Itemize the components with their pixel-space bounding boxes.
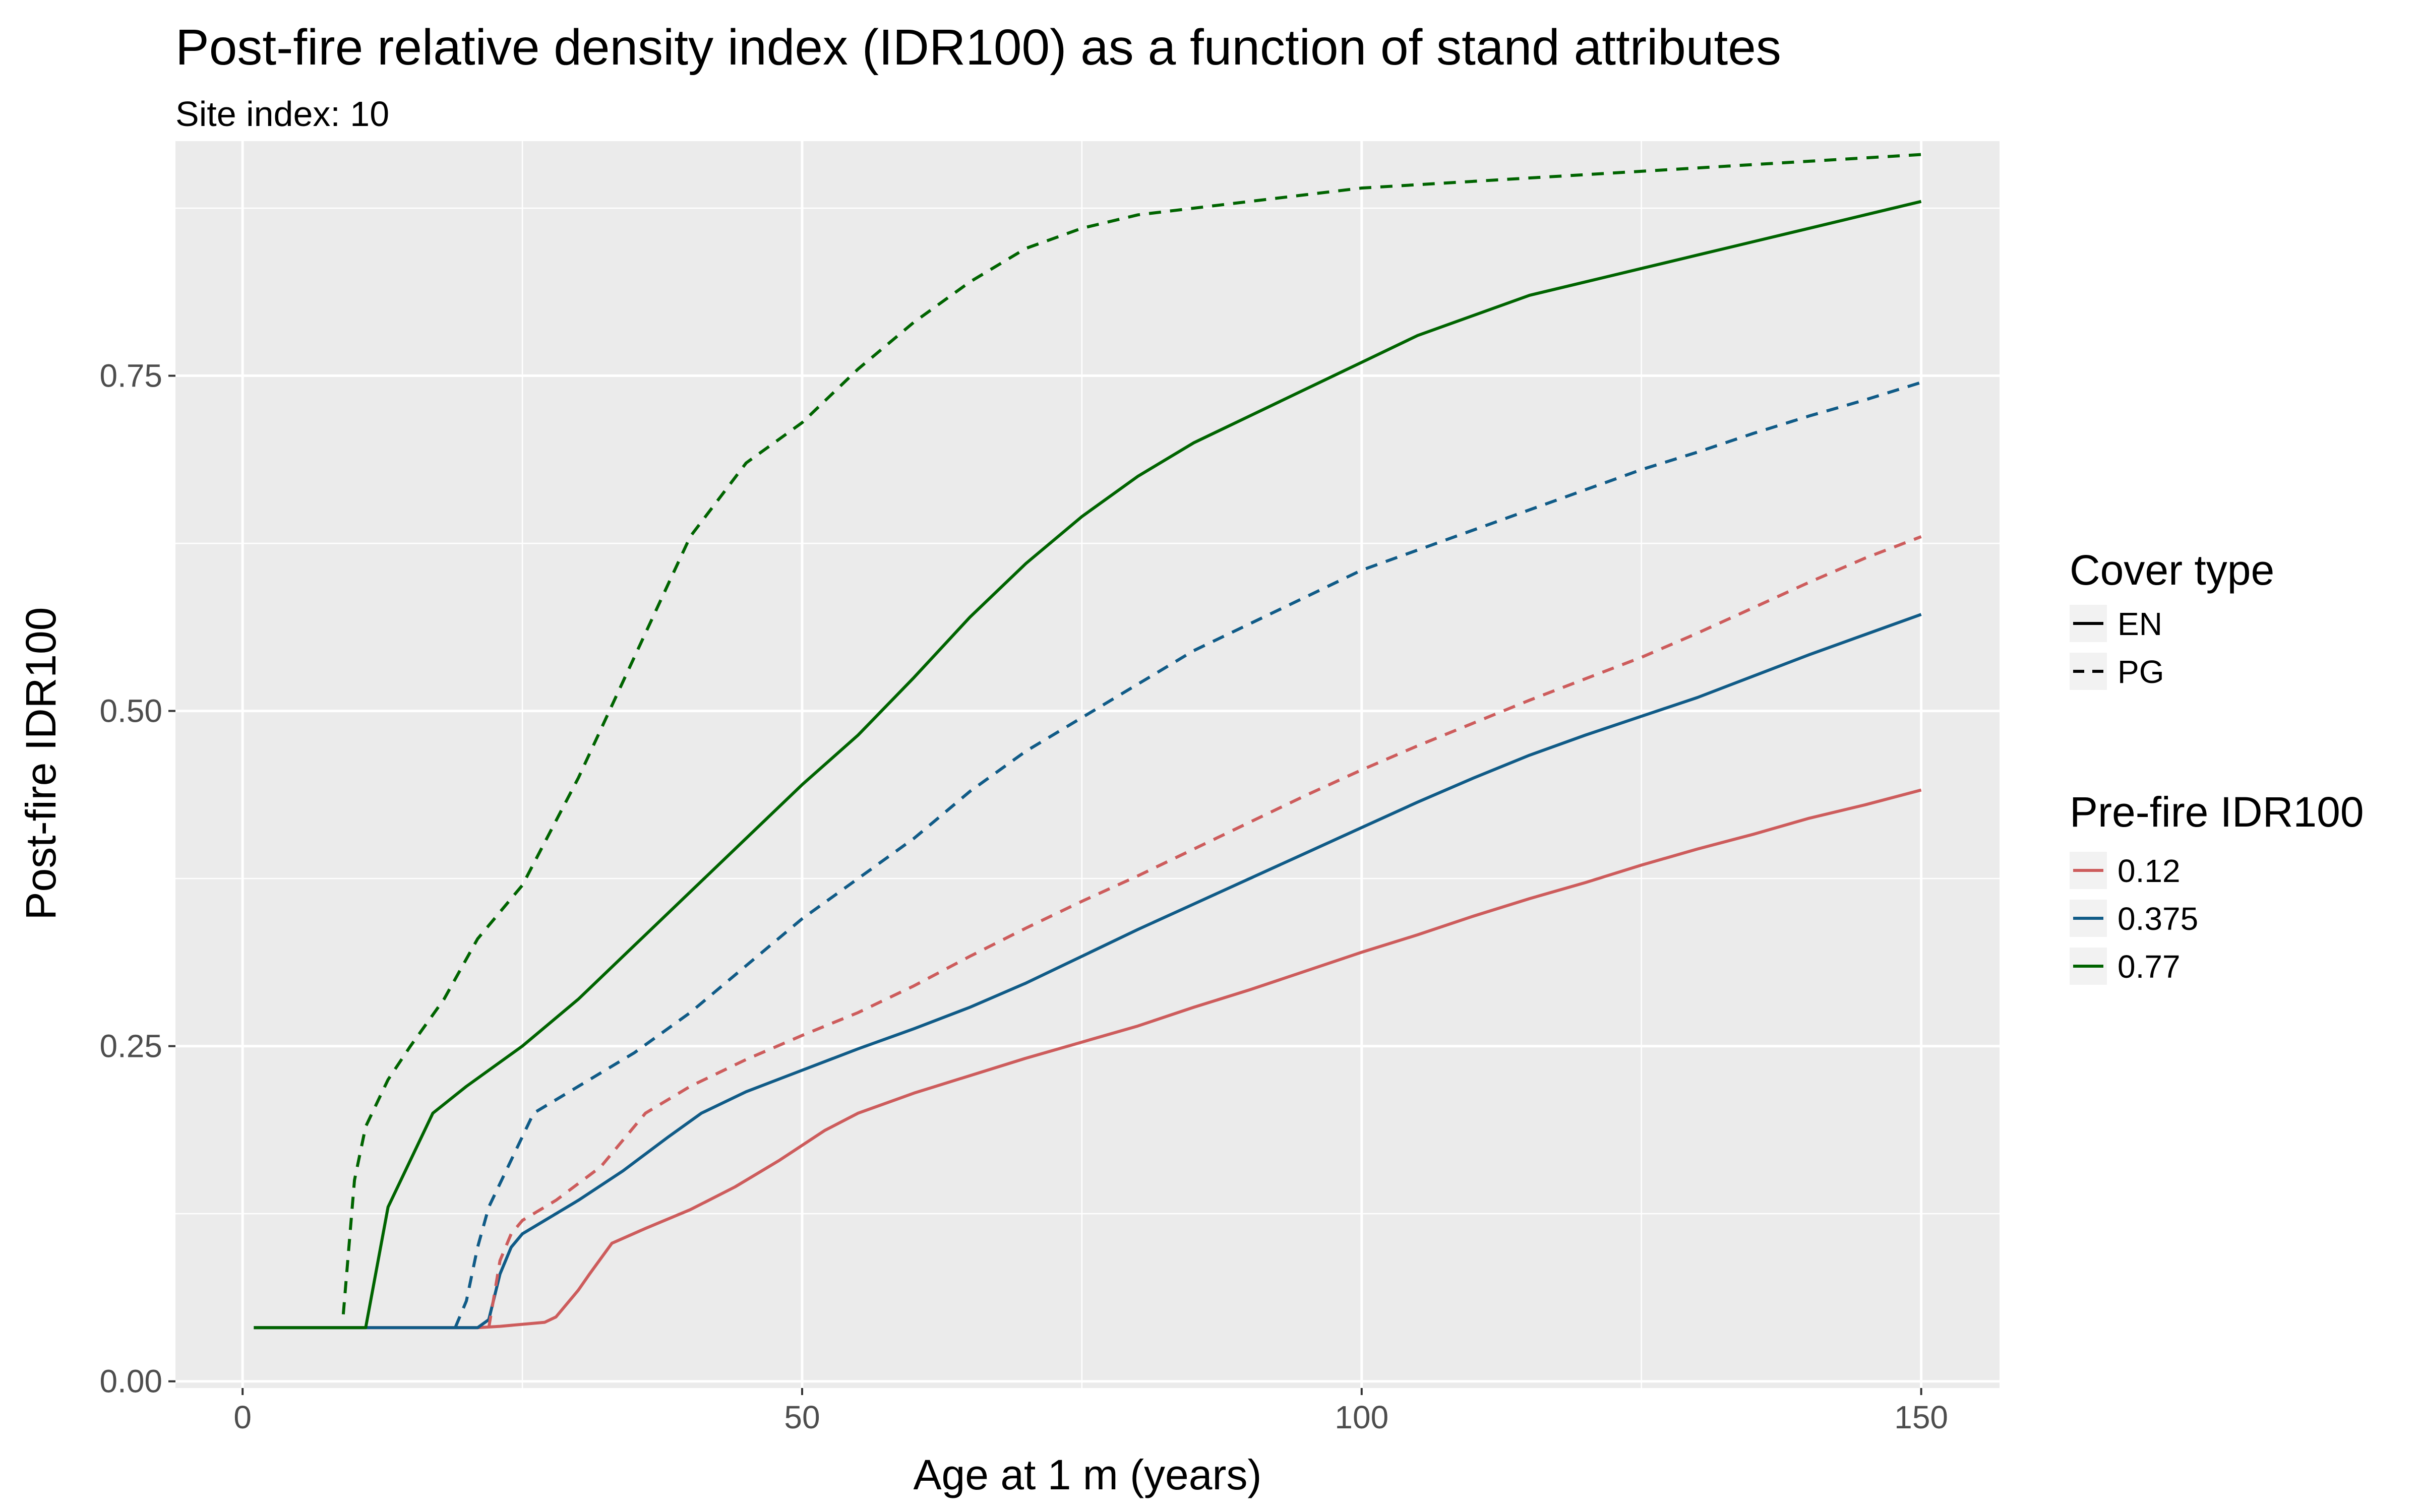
y-tick-label: 0.50 [99,693,162,729]
legend-title-prefire: Pre-fire IDR100 [2070,788,2364,836]
legend-title-cover-type: Cover type [2070,546,2274,594]
x-tick-label: 150 [1894,1399,1948,1435]
series-line-en-077 [254,200,1922,1330]
legend-prefire-idr100: Pre-fire IDR100 0.12 0.375 0.77 [2070,788,2364,985]
axes: 0 50 100 150 0.00 0.25 0.50 0.75 [99,358,1948,1435]
y-tick-label: 0.25 [99,1028,162,1064]
y-tick-label: 0.00 [99,1363,162,1400]
x-tick-label: 50 [784,1399,820,1435]
plot-panel [175,141,2000,1388]
y-axis-title: Post-fire IDR100 [17,607,65,920]
chart-title: Post-fire relative density index (IDR100… [175,19,1781,76]
x-tick-label: 100 [1335,1399,1388,1435]
y-tick-label: 0.75 [99,358,162,394]
legend-label-en: EN [2118,606,2162,642]
series-line-en-0375 [254,613,1922,1330]
legend-label-pg: PG [2118,654,2164,690]
series-lines [254,153,1922,1330]
x-tick-label: 0 [233,1399,252,1435]
minor-gridlines [175,141,2000,1388]
legend-label-012: 0.12 [2118,853,2181,889]
legend-cover-type: Cover type EN PG [2070,546,2274,690]
legend-label-077: 0.77 [2118,949,2181,985]
legend-label-0375: 0.375 [2118,901,2198,937]
series-line-pg-012 [487,535,1922,1328]
major-gridlines [175,141,2000,1388]
x-axis-title: Age at 1 m (years) [914,1451,1262,1498]
chart-subtitle: Site index: 10 [175,94,389,134]
series-line-en-012 [254,788,1922,1330]
